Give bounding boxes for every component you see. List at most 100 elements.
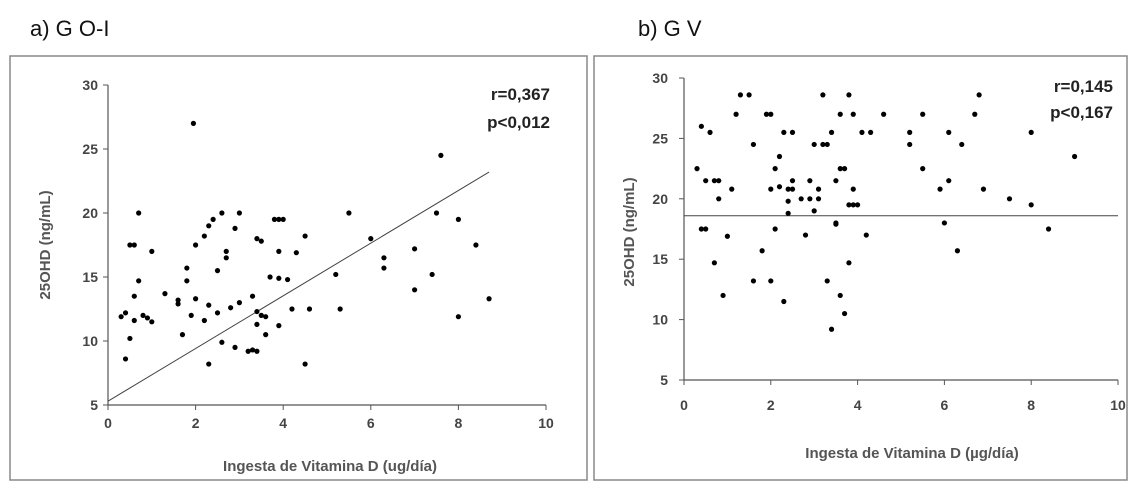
data-point [258,312,264,318]
data-point [381,255,387,261]
p-annotation: p<0,167 [1050,103,1113,122]
data-point [716,178,722,184]
data-point [824,278,830,284]
x-tick-label: 10 [1110,397,1126,413]
data-point [720,292,726,299]
data-point [214,268,221,274]
data-point [785,210,791,216]
data-point [711,260,717,266]
data-point [811,208,817,214]
y-axis-label: 25OHD (ng/mL) [621,177,638,286]
data-point [907,141,913,148]
data-point [144,315,151,321]
data-point [236,300,242,306]
data-point [136,210,142,216]
data-point [1006,196,1013,202]
panel-a-plot: 5 10 15 20 25 30 0 2 4 6 8 10 25OHD (ng/mL) Ingesta d… [37,77,554,475]
data-point [131,242,137,248]
data-point [193,242,199,248]
data-point [122,356,129,362]
data-point [193,296,199,302]
data-point [724,233,731,239]
data-point [201,233,207,239]
data-point [946,129,952,135]
data-point [850,186,856,192]
data-point [219,210,225,216]
data-point [920,166,926,172]
data-point [219,339,225,345]
data-point [486,296,492,302]
y-tick-label: 5 [660,372,668,388]
x-tick-label: 10 [538,415,554,431]
data-point [131,293,137,299]
data-point [188,312,194,318]
p-annotation: p<0,012 [487,113,550,132]
data-point [820,92,826,98]
data-point [785,198,791,204]
data-point [223,248,229,254]
data-point [841,310,848,317]
data-point [381,265,387,271]
data-point [802,232,809,238]
data-point [781,129,787,135]
data-point [841,166,848,172]
data-point [837,292,843,299]
data-point [263,314,269,320]
data-point [175,297,181,303]
data-point [254,308,260,315]
data-point [737,92,744,98]
data-point [920,111,926,117]
data-point [438,152,444,158]
data-point [210,216,216,222]
panel-b-title: b) G V [638,16,702,41]
data-point [127,242,133,248]
data-point [776,153,783,160]
data-point [271,216,278,222]
data-point [333,271,339,278]
data-point [175,301,181,307]
data-point [473,242,479,248]
data-point [254,321,260,327]
data-point [127,335,133,342]
data-point [855,202,861,208]
data-point [937,186,943,192]
data-point [433,210,440,216]
data-point [276,275,282,281]
data-point [807,196,813,202]
y-tick-label: 10 [652,312,668,328]
data-point [698,123,704,129]
data-point [768,186,774,192]
data-point [833,178,839,184]
data-point [302,361,308,367]
data-point [337,306,343,312]
y-tick-label: 15 [82,269,98,285]
data-point [781,298,787,305]
data-point [1028,202,1034,208]
data-point [206,361,212,367]
y-tick-label: 15 [652,251,668,267]
data-point [837,111,843,117]
data-point [815,186,822,192]
data-point [850,111,856,117]
data-point [772,166,778,172]
r-annotation: r=0,367 [491,85,550,104]
x-tick-label: 8 [455,415,463,431]
r-annotation: r=0,145 [1054,77,1113,96]
y-axis-label: 25OHD (ng/mL) [37,190,54,299]
data-point [1028,129,1034,135]
data-point [846,92,852,98]
data-point [276,248,282,254]
data-point [149,248,155,254]
data-point [455,314,461,320]
data-point [850,202,856,208]
data-point [284,276,291,283]
data-point [228,305,234,311]
x-tick-label: 6 [367,415,375,431]
data-point [276,216,282,222]
data-point [254,348,260,354]
data-point [368,236,374,242]
data-point [306,306,313,312]
data-point [807,178,813,184]
data-point [179,332,186,338]
data-point [293,250,299,256]
